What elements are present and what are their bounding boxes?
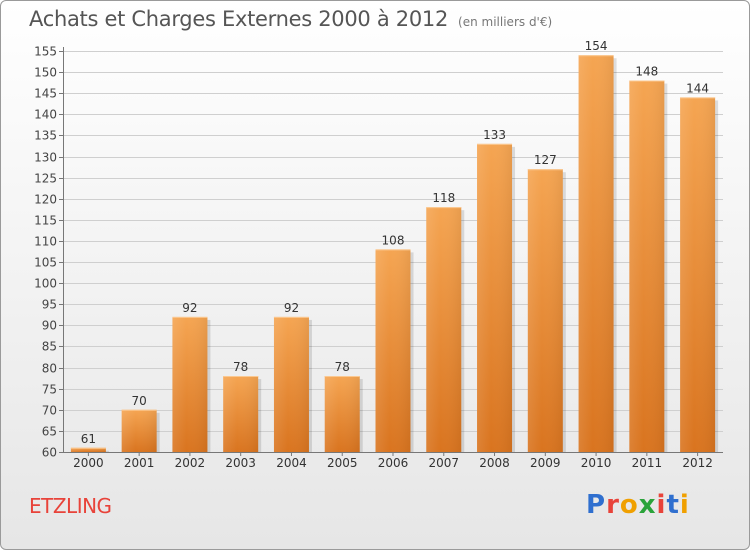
value-label: 61 [81,432,96,446]
value-label: 148 [635,65,658,79]
bar-sheen [324,376,360,452]
y-tick-label: 115 [34,214,57,228]
bar-sheen [578,55,614,452]
x-tick-label: 2005 [327,456,358,470]
logo-letter: r [606,490,620,520]
bar-sheen [527,169,563,453]
value-label: 118 [432,191,455,205]
value-label: 78 [335,360,350,374]
value-label: 92 [182,301,197,315]
value-label: 70 [132,394,147,408]
x-tick-label: 2000 [73,456,104,470]
logo-letter: i [679,490,690,520]
chart-unit: (en milliers d'€) [458,15,553,29]
bar-sheen [629,80,665,453]
bar-sheen [121,409,157,452]
logo-letter: P [586,490,607,520]
y-tick-label: 155 [34,45,57,59]
bar-sheen [477,143,513,452]
logo-letter: o [619,490,639,520]
x-tick-label: 2001 [124,456,155,470]
value-label: 78 [233,360,248,374]
y-tick-label: 125 [34,172,57,186]
y-tick-label: 65 [42,425,57,439]
logo-letter: x [638,490,657,520]
x-tick-label: 2012 [682,456,713,470]
y-tick-label: 85 [42,340,57,354]
x-tick-label: 2007 [428,456,459,470]
proxiti-logo: Proxiti [586,490,690,520]
value-label: 127 [534,153,557,167]
value-label: 154 [585,39,608,53]
bar-sheen [70,447,106,452]
y-tick-label: 150 [34,66,57,80]
chart-title-area: Achats et Charges Externes 2000 à 2012 (e… [29,7,552,31]
x-tick-label: 2003 [225,456,256,470]
value-label: 108 [382,233,405,247]
bar-sheen [680,97,716,452]
y-tick-label: 90 [42,319,57,333]
bar-sheen [223,376,259,452]
commune-name: ETZLING [29,494,112,518]
logo-letter: i [656,490,667,520]
bar-sheen [273,316,309,452]
bars [70,55,719,453]
y-tick-label: 140 [34,108,57,122]
x-tick-label: 2009 [530,456,561,470]
y-tick-label: 60 [42,446,57,460]
y-tick-label: 135 [34,129,57,143]
bar-sheen [426,207,462,452]
x-tick-label: 2004 [276,456,307,470]
value-label: 133 [483,128,506,142]
axes: 60 65 70 75 80 85 90 95 100 105 110 115 120 125 130 135… [34,45,723,460]
logo-letter: t [666,490,680,520]
y-tick-label: 95 [42,298,57,312]
x-tick-label: 2006 [378,456,409,470]
y-tick-label: 130 [34,151,57,165]
y-tick-label: 100 [34,277,57,291]
bar-sheen [375,249,411,452]
y-tick-label: 70 [42,404,57,418]
labels: 61 2000 70 2001 92 2002 78 2003 92 2004 78 2005 108 2… [73,39,713,470]
y-tick-label: 105 [34,256,57,270]
x-tick-label: 2010 [581,456,612,470]
x-tick-label: 2002 [175,456,206,470]
bar-sheen [172,316,208,452]
y-tick-label: 110 [34,235,57,249]
chart-title: Achats et Charges Externes 2000 à 2012 [29,7,449,31]
y-tick-label: 145 [34,87,57,101]
y-tick-label: 80 [42,362,57,376]
value-label: 144 [686,81,709,95]
y-tick-label: 120 [34,193,57,207]
value-label: 92 [284,301,299,315]
x-tick-label: 2008 [479,456,510,470]
x-tick-label: 2011 [632,456,663,470]
y-tick-label: 75 [42,383,57,397]
